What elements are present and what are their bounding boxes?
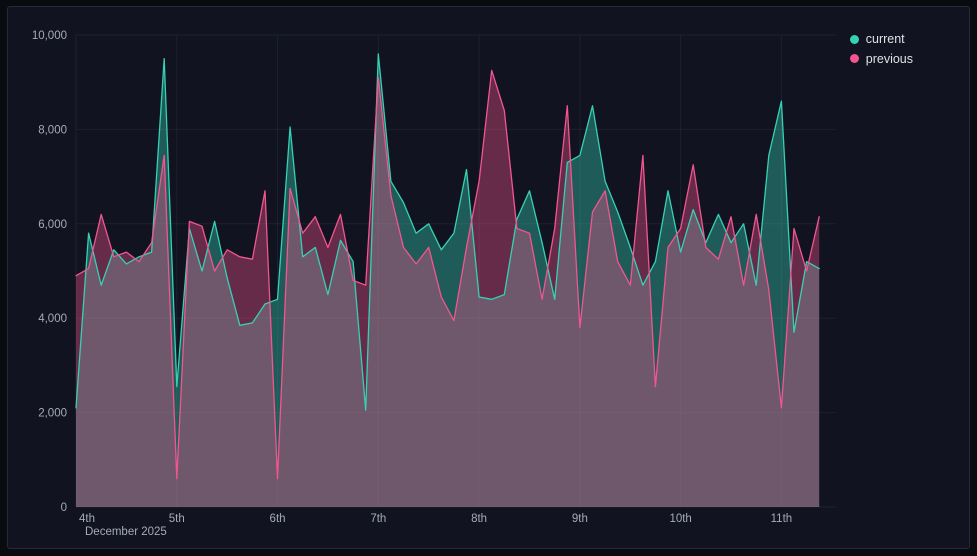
- series-line-current: [75, 53, 820, 411]
- y-tick-label: 0: [61, 502, 67, 514]
- legend-color-dot: [849, 34, 859, 44]
- legend: current previous: [849, 32, 913, 66]
- legend-label: current: [865, 32, 905, 46]
- y-tick-label: 6,000: [38, 219, 67, 231]
- x-tick-label: 4th: [79, 513, 95, 525]
- x-tick-label: 6th: [270, 513, 286, 525]
- timeseries-chart: 0 2,000 4,000 6,000 8,000 10,000 4th 5th 6th 7th 8…: [32, 30, 836, 538]
- x-tick-label: 5th: [169, 513, 185, 525]
- y-tick-label: 4,000: [38, 313, 67, 325]
- legend-item-previous[interactable]: previous: [849, 51, 913, 66]
- x-tick-label: 11th: [771, 513, 793, 525]
- x-axis-secondary-label: December 2025: [85, 526, 167, 538]
- chart-canvas: 0 2,000 4,000 6,000 8,000 10,000 4th 5th 6th 7th 8…: [32, 30, 836, 538]
- x-tick-label: 8th: [471, 513, 487, 525]
- y-tick-label: 10,000: [32, 30, 67, 42]
- legend-color-dot: [849, 54, 859, 64]
- series-line-previous: [75, 69, 820, 480]
- chart-panel: 0 2,000 4,000 6,000 8,000 10,000 4th 5th 6th 7th 8…: [7, 6, 970, 549]
- legend-item-current[interactable]: current: [849, 32, 913, 46]
- x-tick-label: 9th: [572, 513, 588, 525]
- series-area-current: [76, 53, 820, 508]
- legend-label: previous: [865, 51, 913, 66]
- y-tick-label: 2,000: [38, 408, 67, 420]
- series-area-previous: [76, 70, 820, 508]
- y-tick-label: 8,000: [38, 124, 67, 136]
- x-tick-label: 10th: [669, 513, 691, 525]
- x-tick-label: 7th: [370, 513, 386, 525]
